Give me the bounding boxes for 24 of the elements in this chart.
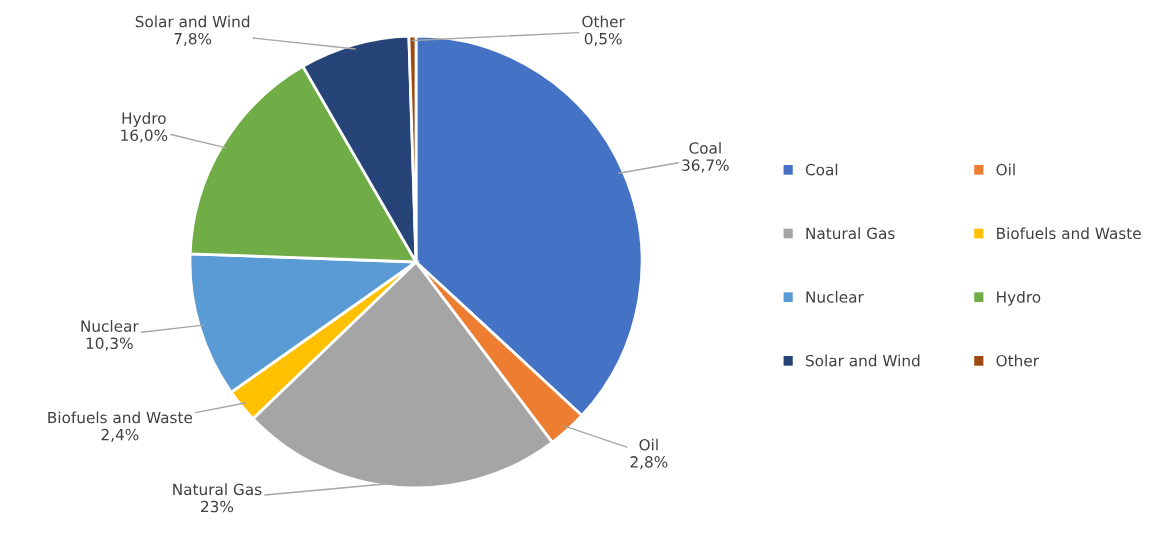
legend-label: Biofuels and Waste (997, 227, 1141, 240)
slice-label: Other (582, 15, 625, 28)
slice-label: Hydro (122, 112, 166, 127)
data-label: 36,7% (682, 159, 729, 173)
data-label: 0,5% (584, 32, 622, 47)
data-label: 23% (201, 500, 234, 513)
legend-label: Hydro (997, 290, 1041, 306)
slice-label: Oil (639, 438, 658, 451)
slice-label: Natural Gas (173, 483, 262, 496)
legend-label: Oil (996, 163, 1015, 176)
legend-label: Solar and Wind (805, 354, 920, 367)
slice-label: Coal (689, 141, 721, 154)
data-label: 10,3% (86, 337, 133, 351)
legend-label: Coal (805, 163, 838, 176)
data-label: 7,8% (174, 32, 212, 47)
legend-label: Other (996, 354, 1039, 367)
slice-label: Nuclear (81, 320, 139, 332)
data-label: 2,4% (101, 428, 139, 442)
slice-label: Solar and Wind (135, 15, 250, 28)
slice-label: Biofuels and Waste (48, 411, 193, 424)
data-label: 2,8% (630, 456, 668, 470)
legend-label: Natural Gas (806, 227, 895, 240)
data-label: 16,0% (121, 129, 168, 143)
legend-label: Nuclear (806, 290, 864, 303)
